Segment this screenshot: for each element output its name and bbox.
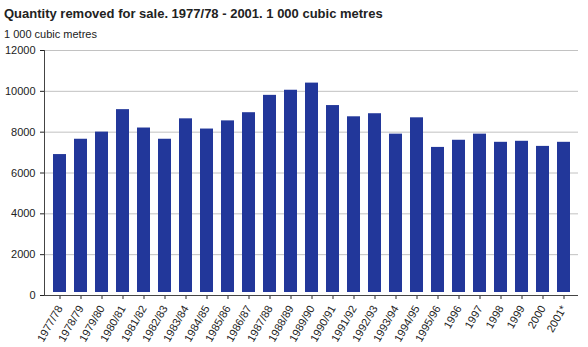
svg-text:1978/79: 1978/79 (55, 303, 86, 344)
svg-text:1989/90: 1989/90 (286, 303, 317, 344)
svg-text:1998: 1998 (483, 303, 506, 330)
svg-text:1991/92: 1991/92 (328, 303, 359, 344)
html-text:1 000 cubic metres: 1 000 cubic metres (4, 28, 97, 40)
svg-text:1982/83: 1982/83 (139, 303, 170, 344)
svg-text:1981/82: 1981/82 (118, 303, 149, 344)
svg-text:1985/86: 1985/86 (202, 303, 233, 344)
svg-text:1986/87: 1986/87 (223, 303, 254, 344)
svg-text:12000: 12000 (5, 44, 36, 56)
svg-text:0: 0 (29, 289, 35, 301)
svg-text:1993/94: 1993/94 (370, 303, 401, 344)
svg-text:1977/78: 1977/78 (34, 303, 65, 344)
html-text:Quantity removed for sale. 197: Quantity removed for sale. 1977/78 - 200… (4, 6, 383, 21)
svg-text:1984/85: 1984/85 (181, 303, 212, 344)
svg-text:1990/91: 1990/91 (307, 303, 338, 344)
svg-text:1997: 1997 (462, 303, 485, 330)
svg-text:1988/89: 1988/89 (265, 303, 296, 344)
svg-text:1992/93: 1992/93 (349, 303, 380, 344)
svg-text:2001*: 2001* (544, 303, 569, 335)
svg-text:1979/80: 1979/80 (76, 303, 107, 344)
svg-text:1983/84: 1983/84 (160, 303, 191, 344)
svg-text:1980/81: 1980/81 (97, 303, 128, 344)
svg-text:1995/96: 1995/96 (413, 303, 443, 343)
svg-text:1999: 1999 (504, 303, 527, 330)
svg-text:2000: 2000 (525, 303, 548, 331)
svg-text:1987/88: 1987/88 (244, 303, 275, 344)
svg-text:8000: 8000 (11, 126, 35, 138)
svg-text:2000: 2000 (11, 248, 35, 260)
svg-text:1996: 1996 (441, 303, 464, 330)
svg-text:6000: 6000 (11, 167, 35, 179)
svg-text:10000: 10000 (5, 85, 36, 97)
svg-text:1994/95: 1994/95 (391, 303, 422, 344)
svg-text:4000: 4000 (11, 207, 35, 219)
